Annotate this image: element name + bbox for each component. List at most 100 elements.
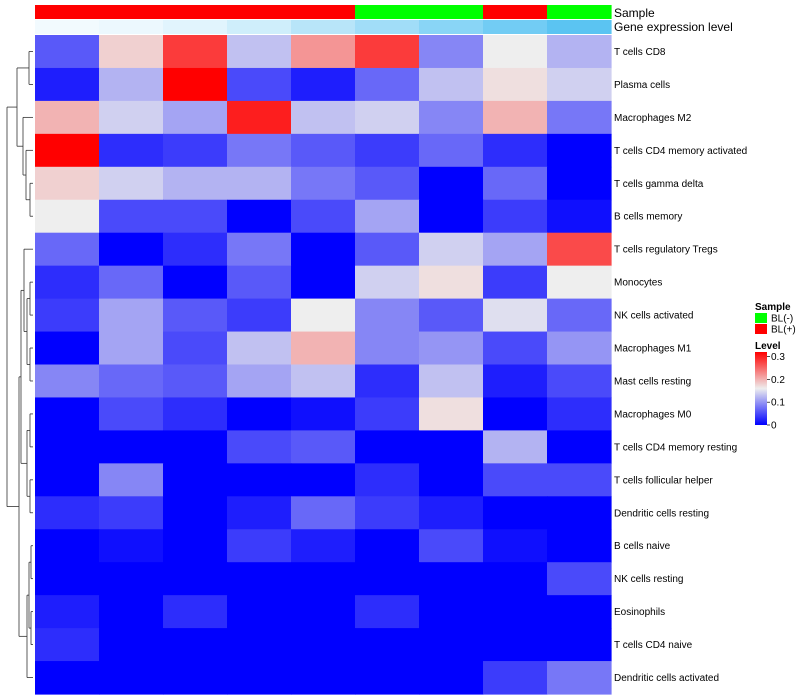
heatmap-cell bbox=[483, 100, 548, 135]
row-label: B cells memory bbox=[614, 212, 682, 223]
heatmap-cell bbox=[483, 166, 548, 201]
heatmap-cell bbox=[163, 35, 228, 69]
heatmap-cell bbox=[547, 265, 612, 300]
sample-annotation-cell bbox=[35, 5, 100, 19]
heatmap-cell bbox=[35, 232, 100, 267]
heatmap-cell bbox=[355, 595, 420, 629]
row-label: T cells CD8 bbox=[614, 47, 666, 58]
heatmap-cell bbox=[419, 496, 484, 530]
row-label: T cells follicular helper bbox=[614, 475, 713, 486]
heatmap-cell bbox=[419, 100, 484, 135]
heatmap-cell bbox=[163, 166, 228, 201]
gene-expression-annotation-cell bbox=[547, 20, 612, 34]
gene-expression-annotation-label: Gene expression level bbox=[614, 20, 733, 34]
heatmap-cell bbox=[419, 661, 484, 695]
heatmap-cell bbox=[35, 166, 100, 201]
row-label: Eosinophils bbox=[614, 607, 665, 618]
heatmap-cell bbox=[227, 364, 292, 399]
heatmap-cell bbox=[355, 199, 420, 234]
heatmap-cell bbox=[547, 661, 612, 695]
heatmap-cell bbox=[99, 35, 164, 69]
legend: Sample BL(-)BL(+) Level 0.3 0.2 0.1 0 bbox=[755, 302, 796, 432]
row-label: Dendritic cells activated bbox=[614, 673, 719, 684]
heatmap-cell bbox=[547, 529, 612, 563]
heatmap-cell bbox=[291, 661, 356, 695]
heatmap-cell bbox=[99, 430, 164, 464]
heatmap-cell bbox=[99, 628, 164, 662]
row-label: Mast cells resting bbox=[614, 377, 691, 388]
heatmap-cell bbox=[355, 35, 420, 69]
heatmap-cell bbox=[99, 364, 164, 399]
row-label: NK cells activated bbox=[614, 311, 693, 322]
heatmap-cell bbox=[483, 298, 548, 333]
heatmap-cell bbox=[419, 529, 484, 563]
heatmap-cell bbox=[291, 133, 356, 168]
heatmap-cell bbox=[419, 35, 484, 69]
legend-level-ticks: 0.3 0.2 0.1 0 bbox=[767, 352, 785, 432]
heatmap-cell bbox=[163, 463, 228, 497]
heatmap-cell bbox=[419, 364, 484, 399]
legend-tick-label: 0.2 bbox=[771, 375, 785, 386]
heatmap-cell bbox=[547, 628, 612, 662]
heatmap-cell bbox=[483, 496, 548, 530]
legend-swatch bbox=[755, 324, 767, 334]
sample-annotation-label: Sample bbox=[614, 6, 655, 20]
heatmap-cell bbox=[547, 595, 612, 629]
heatmap-cell bbox=[99, 331, 164, 366]
heatmap-cell bbox=[227, 232, 292, 267]
row-label: Plasma cells bbox=[614, 80, 670, 91]
heatmap-cell bbox=[547, 166, 612, 201]
heatmap-cell bbox=[547, 100, 612, 135]
heatmap-cell bbox=[483, 133, 548, 168]
legend-tick-label: 0.1 bbox=[771, 398, 785, 409]
gene-expression-annotation-cell bbox=[35, 20, 100, 34]
heatmap-cell bbox=[163, 67, 228, 102]
heatmap-cell bbox=[35, 430, 100, 464]
heatmap-cell bbox=[163, 595, 228, 629]
heatmap-cell bbox=[227, 265, 292, 300]
heatmap-cell bbox=[355, 166, 420, 201]
heatmap-cell bbox=[35, 364, 100, 399]
gene-expression-annotation-cell bbox=[227, 20, 292, 34]
heatmap-cell bbox=[35, 298, 100, 333]
heatmap-cell bbox=[163, 298, 228, 333]
heatmap-cell bbox=[227, 496, 292, 530]
heatmap-cell bbox=[547, 199, 612, 234]
heatmap-cell bbox=[35, 595, 100, 629]
heatmap-cell bbox=[483, 562, 548, 596]
heatmap-cell bbox=[227, 463, 292, 497]
heatmap-cell bbox=[35, 463, 100, 497]
sample-annotation-cell bbox=[483, 5, 548, 19]
heatmap-cell bbox=[547, 133, 612, 168]
heatmap-cell bbox=[355, 628, 420, 662]
heatmap-cell bbox=[291, 166, 356, 201]
heatmap-cell bbox=[291, 529, 356, 563]
heatmap-cell bbox=[483, 661, 548, 695]
heatmap-cell bbox=[419, 562, 484, 596]
gene-expression-annotation-cell bbox=[483, 20, 548, 34]
heatmap-cell bbox=[163, 265, 228, 300]
heatmap-cell bbox=[163, 529, 228, 563]
heatmap-cell bbox=[291, 562, 356, 596]
legend-level-colorbar bbox=[755, 352, 767, 425]
heatmap-cell bbox=[291, 463, 356, 497]
heatmap-cell bbox=[163, 232, 228, 267]
heatmap-cell bbox=[547, 364, 612, 399]
heatmap-cell bbox=[163, 199, 228, 234]
heatmap-cell bbox=[291, 397, 356, 431]
row-labels: T cells CD8 Plasma cells Macrophages M2 T c… bbox=[614, 47, 747, 684]
heatmap-cell bbox=[419, 232, 484, 267]
gene-expression-annotation-cell bbox=[99, 20, 164, 34]
heatmap-cell bbox=[99, 463, 164, 497]
heatmap-cell bbox=[35, 496, 100, 530]
heatmap-cell bbox=[483, 397, 548, 431]
heatmap-cell bbox=[227, 67, 292, 102]
heatmap-cell bbox=[355, 298, 420, 333]
heatmap-cell bbox=[419, 67, 484, 102]
heatmap-cell bbox=[483, 628, 548, 662]
heatmap-cell bbox=[355, 265, 420, 300]
heatmap-cell bbox=[35, 661, 100, 695]
row-label: T cells CD4 naive bbox=[614, 640, 693, 651]
heatmap-cell bbox=[547, 232, 612, 267]
heatmap-cell bbox=[99, 67, 164, 102]
